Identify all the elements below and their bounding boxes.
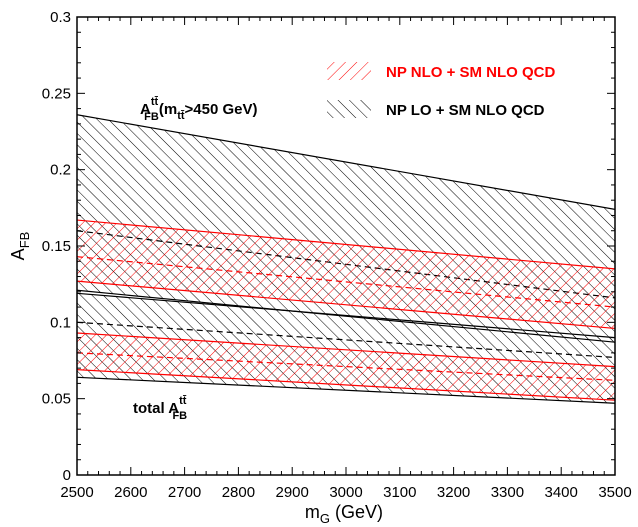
y-axis-label-main: A [8, 248, 28, 260]
x-tick-label: 3400 [545, 484, 578, 501]
x-axis-label-sub: G [320, 511, 330, 526]
legend-entry-black: NP LO + SM NLO QCD [327, 100, 545, 119]
annotation-upper-sub: FB [144, 111, 159, 123]
x-tick-label: 2500 [60, 484, 93, 501]
band-upper-edge [77, 219, 615, 270]
y-tick-label: 0.15 [42, 238, 71, 255]
band-fill [77, 333, 615, 401]
x-tick-label: 3200 [437, 484, 470, 501]
band-lower-edge [77, 280, 615, 330]
y-tick-label: 0.1 [50, 314, 71, 331]
x-axis-label-unit: (GeV) [330, 502, 383, 522]
annotation-lower-main: total A [133, 400, 179, 417]
band-upper-edge [77, 332, 615, 368]
y-axis-label-sub: FB [17, 232, 32, 249]
legend: NP NLO + SM NLO QCD NP LO + SM NLO QCD [327, 62, 555, 119]
band-lower-edge [77, 376, 615, 404]
annotation-lower: total Att̄ FB [133, 395, 187, 422]
annotation-upper-tail-end: >450 GeV) [185, 101, 258, 118]
series-band-total-nlo [77, 332, 615, 401]
legend-label-red: NP NLO + SM NLO QCD [386, 64, 555, 81]
annotation-lower-sub: FB [172, 410, 187, 422]
y-tick-label: 0.05 [42, 391, 71, 408]
x-axis-label-main: m [305, 502, 320, 522]
x-tick-label: 3000 [329, 484, 362, 501]
annotation-upper: Att̄ FB(mtt̄>450 GeV) [140, 96, 257, 123]
x-tick-label: 2900 [276, 484, 309, 501]
annotation-upper-tail: (m [159, 101, 177, 118]
x-axis-label: mG (GeV) [305, 502, 383, 526]
x-tick-label: 3300 [491, 484, 524, 501]
band-upper-edge [77, 292, 615, 339]
annotation-lower-sup: tt̄ [179, 395, 187, 407]
band-upper-edge [77, 114, 615, 210]
ticks: 2500 2600 2700 2800 2900 3000 3100 3200 3300 3400… [42, 9, 632, 501]
legend-entry-red: NP NLO + SM NLO QCD [327, 62, 555, 81]
y-tick-label: 0.3 [50, 9, 71, 26]
band-fill [77, 220, 615, 329]
y-tick-label: 0 [63, 467, 71, 484]
annotation-upper-sup: tt̄ [151, 96, 159, 108]
legend-label-black: NP LO + SM NLO QCD [386, 102, 545, 119]
annotation-upper-main: A [140, 101, 151, 118]
y-tick-label: 0.25 [42, 85, 71, 102]
y-tick-label: 0.2 [50, 162, 71, 179]
x-tick-label: 2600 [114, 484, 147, 501]
x-tick-label: 2800 [222, 484, 255, 501]
y-axis-label: AFB [8, 232, 32, 261]
series-band-mtt-450-gev-nlo [77, 219, 615, 330]
x-tick-label: 3500 [598, 484, 631, 501]
annotation-upper-tail-sub: tt̄ [177, 110, 185, 122]
band-central-line [77, 256, 615, 308]
band-lower-edge [77, 369, 615, 401]
legend-swatch-black [327, 100, 371, 118]
x-tick-label: 3100 [383, 484, 416, 501]
legend-swatch-red [327, 62, 371, 80]
x-tick-label: 2700 [168, 484, 201, 501]
bands [77, 114, 615, 404]
